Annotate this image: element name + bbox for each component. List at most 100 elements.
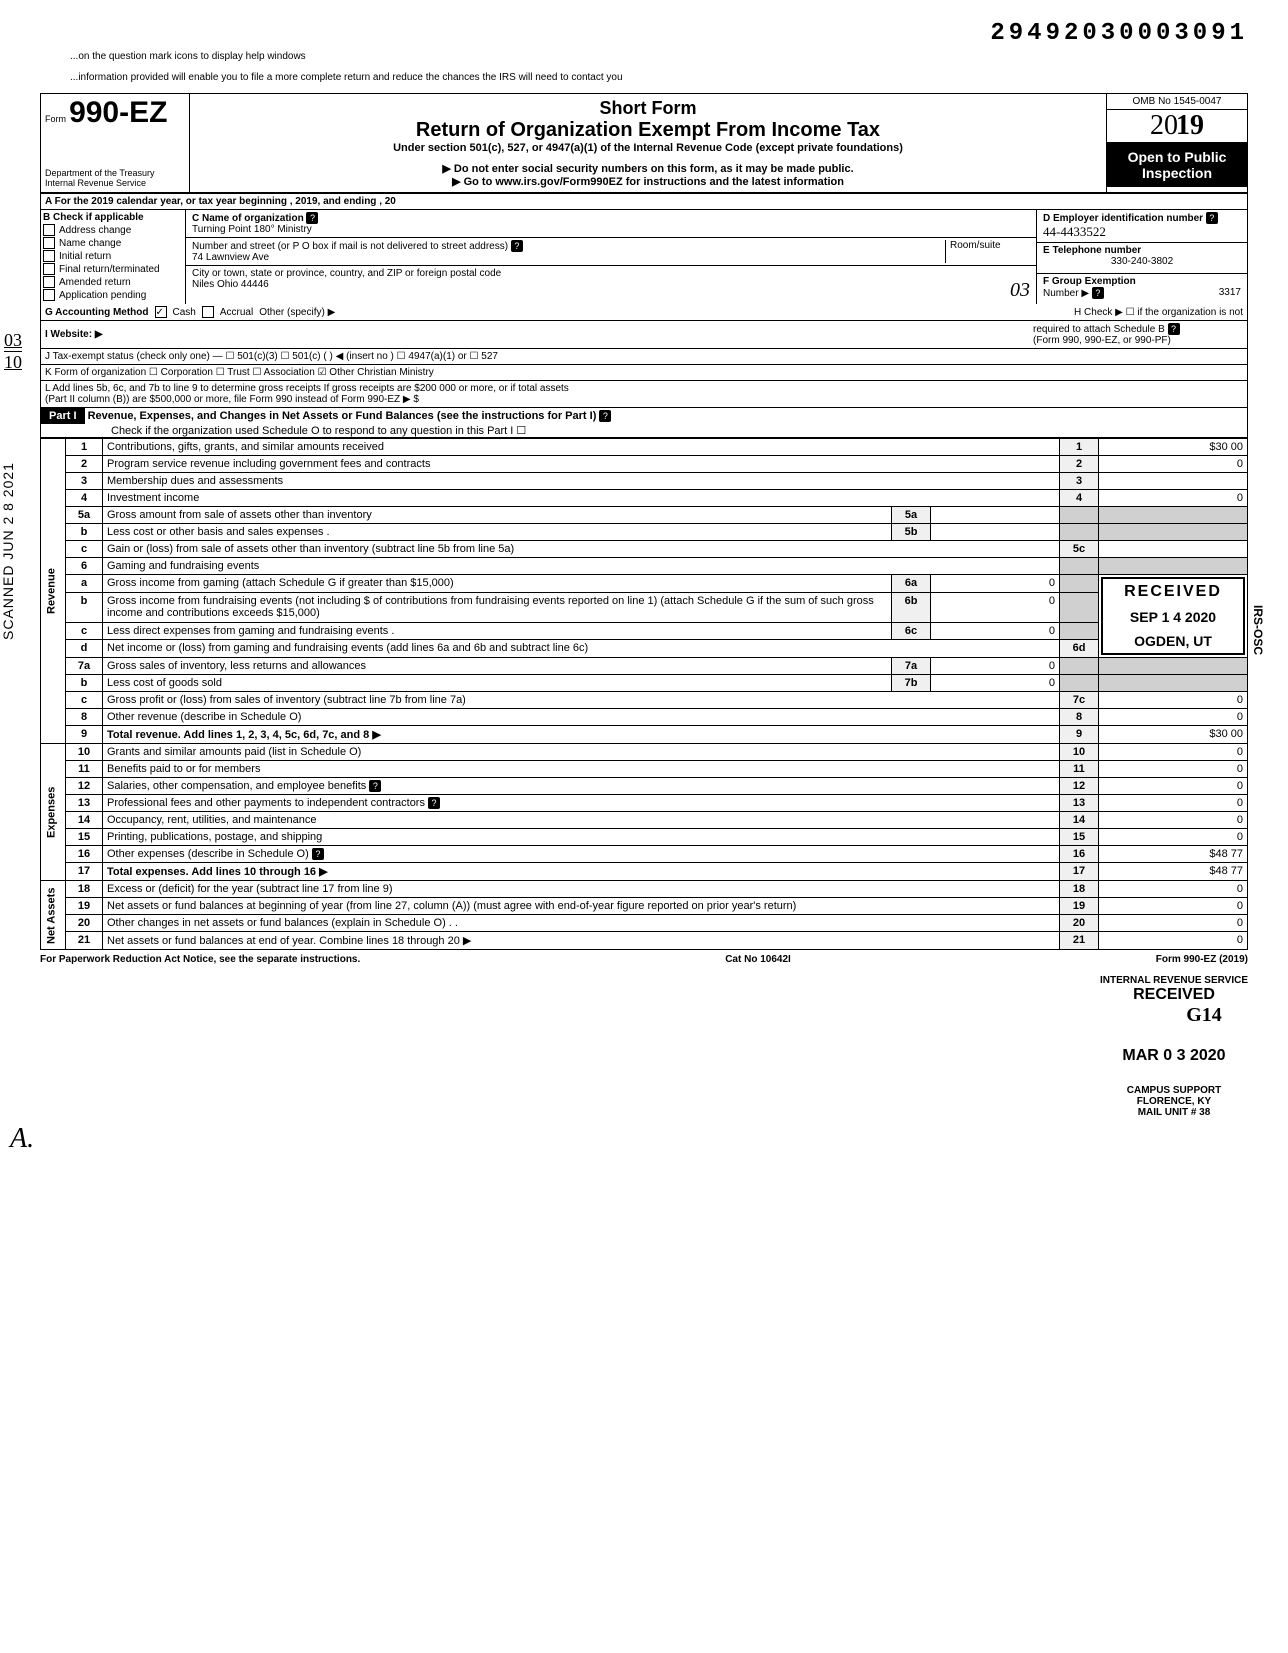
stamp-irs: INTERNAL REVENUE SERVICE — [1100, 975, 1248, 986]
under-section: Under section 501(c), 527, or 4947(a)(1)… — [196, 142, 1100, 154]
part1-title: Revenue, Expenses, and Changes in Net As… — [88, 410, 597, 422]
hand-03: 03 — [1010, 279, 1030, 302]
section-b: B Check if applicable Address change Nam… — [41, 210, 186, 304]
city-value: Niles Ohio 44446 — [192, 279, 269, 290]
help-icon[interactable]: ? — [306, 212, 318, 224]
d-ein: D Employer identification number ? 44-44… — [1037, 210, 1247, 243]
h-sched-b: required to attach Schedule B — [1033, 324, 1165, 335]
phone-value: 330-240-3802 — [1043, 256, 1241, 267]
line-7a: 7aGross sales of inventory, less returns… — [41, 658, 1248, 675]
cb-final-return[interactable]: Final return/terminated — [43, 263, 183, 275]
open-public-2: Inspection — [1107, 165, 1247, 181]
help-icon-9[interactable]: ? — [312, 848, 324, 860]
line-6b: bGross income from fundraising events (n… — [41, 592, 1248, 622]
hint-text-2: ...information provided will enable you … — [70, 72, 1248, 83]
section-def: D Employer identification number ? 44-44… — [1036, 210, 1247, 304]
line-6: 6Gaming and fundraising events — [41, 558, 1248, 575]
line-18: Net Assets 18Excess or (deficit) for the… — [41, 881, 1248, 898]
help-icon-4[interactable]: ? — [1092, 287, 1104, 299]
stamp-ogden: OGDEN, UT — [1107, 633, 1239, 649]
cb-cash[interactable]: ✓ — [155, 306, 167, 318]
bottom-stamps: INTERNAL REVENUE SERVICE RECEIVED G14 MA… — [40, 975, 1248, 1155]
cb-name-change[interactable]: Name change — [43, 237, 183, 249]
row-l: L Add lines 5b, 6c, and 7b to line 9 to … — [41, 381, 1247, 407]
stamp-date: SEP 1 4 2020 — [1107, 609, 1239, 625]
line-17: 17Total expenses. Add lines 10 through 1… — [41, 863, 1248, 881]
help-icon-5[interactable]: ? — [1168, 323, 1180, 335]
form-prefix: Form — [45, 114, 66, 124]
f-label: F Group Exemption — [1043, 276, 1136, 287]
f-value: 3317 — [1219, 287, 1241, 298]
line-21: 21Net assets or fund balances at end of … — [41, 932, 1248, 950]
section-c: C Name of organization ? Turning Point 1… — [186, 210, 1036, 304]
row-g: G Accounting Method ✓Cash Accrual Other … — [41, 304, 1247, 321]
line-5a: 5aGross amount from sale of assets other… — [41, 507, 1248, 524]
f-group: F Group Exemption Number ▶ ? 3317 — [1037, 274, 1247, 304]
row-l-1: L Add lines 5b, 6c, and 7b to line 9 to … — [45, 383, 1243, 394]
i-label: I Website: ▶ — [45, 329, 103, 340]
line-11: 11Benefits paid to or for members110 — [41, 761, 1248, 778]
short-form-title: Short Form — [196, 98, 1100, 119]
g-other: Other (specify) ▶ — [259, 307, 335, 318]
cb-accrual[interactable] — [202, 306, 214, 318]
c-label: C Name of organization — [192, 213, 304, 224]
return-title: Return of Organization Exempt From Incom… — [196, 119, 1100, 142]
help-icon-3[interactable]: ? — [1206, 212, 1218, 224]
line-5b: bLess cost or other basis and sales expe… — [41, 524, 1248, 541]
signature-a: A. — [10, 1123, 34, 1155]
form-container: SCANNED JUN 2 8 2021 03 10 2949203000309… — [40, 20, 1248, 1155]
h-check: H Check ▶ ☐ if the organization is not — [1074, 307, 1243, 318]
side-revenue: Revenue — [41, 439, 66, 744]
omb-number: OMB No 1545-0047 — [1107, 94, 1247, 110]
addr-label: Number and street (or P O box if mail is… — [192, 241, 508, 252]
line-9: 9Total revenue. Add lines 1, 2, 3, 4, 5c… — [41, 726, 1248, 744]
help-icon-8[interactable]: ? — [428, 797, 440, 809]
h-forms: (Form 990, 990-EZ, or 990-PF) — [1033, 335, 1171, 346]
dept-treasury: Department of the Treasury — [45, 168, 185, 178]
room-suite: Room/suite — [945, 240, 1030, 263]
cb-amended[interactable]: Amended return — [43, 276, 183, 288]
received-stamp-cell: RECEIVED SEP 1 4 2020 OGDEN, UT IRS-OSC — [1099, 575, 1248, 658]
cb-initial-return[interactable]: Initial return — [43, 250, 183, 262]
help-icon-2[interactable]: ? — [511, 240, 523, 252]
donot-warning: ▶ Do not enter social security numbers o… — [196, 162, 1100, 175]
line-7c: cGross profit or (loss) from sales of in… — [41, 692, 1248, 709]
line-19: 19Net assets or fund balances at beginni… — [41, 898, 1248, 915]
row-j: J Tax-exempt status (check only one) — ☐… — [41, 349, 1247, 365]
line-16: 16Other expenses (describe in Schedule O… — [41, 846, 1248, 863]
e-label: E Telephone number — [1043, 245, 1141, 256]
header-right: OMB No 1545-0047 2019 Open to Public Ins… — [1107, 94, 1247, 192]
help-icon-6[interactable]: ? — [599, 410, 611, 422]
cb-pending[interactable]: Application pending — [43, 289, 183, 301]
c-name-row: C Name of organization ? Turning Point 1… — [186, 210, 1036, 238]
line-14: 14Occupancy, rent, utilities, and mainte… — [41, 812, 1248, 829]
stamp-mar: MAR 0 3 2020 — [1100, 1047, 1248, 1065]
meta-rows: G Accounting Method ✓Cash Accrual Other … — [40, 304, 1248, 408]
cb-address-change[interactable]: Address change — [43, 224, 183, 236]
stamp-received-2: RECEIVED — [1100, 986, 1248, 1004]
line-6d: dNet income or (loss) from gaming and fu… — [41, 640, 1248, 658]
tax-year: 2019 — [1107, 110, 1247, 143]
help-icon-7[interactable]: ? — [369, 780, 381, 792]
open-public-1: Open to Public — [1107, 149, 1247, 165]
ein-value: 44-4433522 — [1043, 224, 1106, 239]
row-a-text: A For the 2019 calendar year, or tax yea… — [41, 194, 400, 209]
c-city-row: City or town, state or province, country… — [186, 266, 1036, 304]
header-left: Form 990-EZ Department of the Treasury I… — [41, 94, 190, 192]
line-6a: aGross income from gaming (attach Schedu… — [41, 575, 1248, 593]
form-number: 990-EZ — [69, 96, 167, 129]
line-8: 8Other revenue (describe in Schedule O)8… — [41, 709, 1248, 726]
form-header: Form 990-EZ Department of the Treasury I… — [40, 93, 1248, 194]
part1-label: Part I — [41, 408, 85, 424]
city-label: City or town, state or province, country… — [192, 268, 501, 279]
f-number-label: Number ▶ — [1043, 288, 1089, 299]
line-2: 2Program service revenue including gover… — [41, 456, 1248, 473]
lines-table: Revenue 1 Contributions, gifts, grants, … — [40, 438, 1248, 950]
stamp-mailunit: MAIL UNIT # 38 — [1100, 1107, 1248, 1118]
b-label: B Check if applicable — [43, 212, 183, 223]
g-label: G Accounting Method — [45, 307, 149, 318]
line-1: Revenue 1 Contributions, gifts, grants, … — [41, 439, 1248, 456]
line-10: Expenses 10Grants and similar amounts pa… — [41, 744, 1248, 761]
goto-link: ▶ Go to www.irs.gov/Form990EZ for instru… — [196, 175, 1100, 188]
line-6c: cLess direct expenses from gaming and fu… — [41, 622, 1248, 640]
